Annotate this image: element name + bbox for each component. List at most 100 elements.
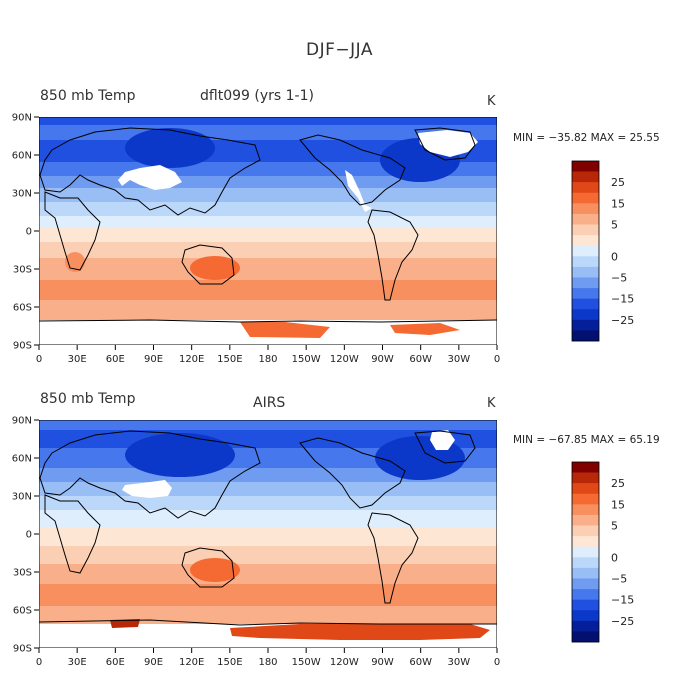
colorbar-swatch xyxy=(572,610,599,622)
antarctic-warm-area xyxy=(230,624,490,640)
antarctic-warm-area xyxy=(110,619,140,628)
colorbar-swatch xyxy=(572,256,599,268)
band xyxy=(39,188,497,202)
band xyxy=(39,546,497,564)
panel1-stats: MIN = −35.82 MAX = 25.55 xyxy=(513,132,660,144)
x-tick-label: 90E xyxy=(144,657,163,668)
x-tick-label: 180 xyxy=(258,657,277,668)
colorbar-swatch xyxy=(572,557,599,569)
colorbar-swatch xyxy=(572,504,599,516)
x-tick-label: 30W xyxy=(448,657,471,668)
x-tick-label: 0 xyxy=(494,354,500,365)
colorbar-label: −15 xyxy=(611,293,634,306)
colorbar-swatch xyxy=(572,330,599,342)
colorbar-label: 25 xyxy=(611,176,625,189)
colorbar-label: −25 xyxy=(611,314,634,327)
colorbar-label: −5 xyxy=(611,271,627,284)
australia-warm xyxy=(190,256,240,280)
colorbar-frame xyxy=(571,461,600,643)
x-tick-label: 0 xyxy=(494,657,500,668)
colorbar-swatch xyxy=(572,483,599,495)
y-tick-label: 90S xyxy=(13,644,32,655)
colorbar-swatch xyxy=(572,171,599,183)
colorbar-swatch xyxy=(572,546,599,558)
x-tick-label: 30W xyxy=(448,354,471,365)
colorbar-swatch xyxy=(572,536,599,548)
siberia-cold-core xyxy=(125,128,215,168)
colorbar-label: 0 xyxy=(611,551,618,564)
x-tick-label: 150E xyxy=(217,657,242,668)
x-tick-label: 120E xyxy=(179,657,204,668)
colorbar-label: 15 xyxy=(611,498,625,511)
colorbar-swatch xyxy=(572,161,599,172)
colorbar-swatch xyxy=(572,462,599,473)
band xyxy=(39,564,497,584)
missing-data-tibet xyxy=(118,165,182,190)
band xyxy=(39,496,497,510)
colorbar-swatch xyxy=(572,213,599,225)
panel1-variable: 850 mb Temp xyxy=(40,88,136,104)
x-tick-label: 150E xyxy=(217,354,242,365)
antarctic-warm-area xyxy=(240,322,330,338)
x-tick-label: 180 xyxy=(258,354,277,365)
colorbar-swatch xyxy=(572,288,599,299)
colorbar-label: −25 xyxy=(611,615,634,628)
colorbar-swatch xyxy=(572,235,599,247)
colorbar-label: 5 xyxy=(611,520,618,533)
colorbar-label: 15 xyxy=(611,197,625,210)
y-tick-label: 0 xyxy=(26,227,32,238)
x-tick-label: 120W xyxy=(330,354,359,365)
band xyxy=(39,482,497,496)
missing-data-rockies xyxy=(345,170,372,212)
x-tick-label: 90E xyxy=(144,354,163,365)
colorbar-label: −15 xyxy=(611,594,634,607)
x-tick-label: 60W xyxy=(409,657,432,668)
colorbar-swatch xyxy=(572,514,599,526)
colorbar-frame xyxy=(571,160,600,342)
x-tick-label: 150W xyxy=(292,657,321,668)
colorbar-swatch xyxy=(572,589,599,600)
x-tick-label: 30E xyxy=(68,354,87,365)
colorbar-swatch xyxy=(572,277,599,289)
panel2-stats: MIN = −67.85 MAX = 65.19 xyxy=(513,434,660,446)
x-tick-label: 60W xyxy=(409,354,432,365)
colorbar-swatch xyxy=(572,567,599,579)
band xyxy=(39,510,497,528)
panel2-source: AIRS xyxy=(253,395,286,411)
figure-title: DJF−JJA xyxy=(306,40,373,60)
band xyxy=(39,242,497,258)
x-tick-label: 60E xyxy=(106,354,125,365)
band xyxy=(39,300,497,320)
colorbar-swatch xyxy=(572,578,599,590)
y-tick-label: 60N xyxy=(12,454,32,465)
x-tick-label: 0 xyxy=(36,354,42,365)
axes-panel-1: 0 30E 60E 90E 120E 150E 180 150W 120W 90W 60W 30W 09… xyxy=(12,113,500,366)
panel1-source: dflt099 (yrs 1-1) xyxy=(200,88,314,104)
x-tick-label: 120E xyxy=(179,354,204,365)
colorbar-panel-1: 25 15 5 0 −5 −15 −25 xyxy=(571,160,634,342)
colorbar-panel-2: 25 15 5 0 −5 −15 −25 xyxy=(571,461,634,643)
x-tick-label: 90W xyxy=(371,354,394,365)
y-tick-label: 30S xyxy=(13,265,32,276)
y-tick-label: 60S xyxy=(13,606,32,617)
colorbar-swatch xyxy=(572,298,599,310)
y-tick-label: 90N xyxy=(12,113,32,124)
x-tick-label: 60E xyxy=(106,657,125,668)
band xyxy=(39,216,497,228)
missing-data-greenland xyxy=(418,130,478,157)
colorbar-label: 25 xyxy=(611,477,625,490)
y-tick-label: 60N xyxy=(12,151,32,162)
map-panel-1 xyxy=(39,117,497,345)
band xyxy=(39,606,497,624)
antarctic-warm-area xyxy=(390,323,460,335)
y-tick-label: 30N xyxy=(12,492,32,503)
colorbar-swatch xyxy=(572,631,599,643)
panel2-variable: 850 mb Temp xyxy=(40,391,136,407)
colorbar-swatch xyxy=(572,224,599,236)
y-tick-label: 90S xyxy=(13,341,32,352)
map-panel-2 xyxy=(39,420,497,648)
colorbar-swatch xyxy=(572,182,599,194)
colorbar-swatch xyxy=(572,203,599,215)
